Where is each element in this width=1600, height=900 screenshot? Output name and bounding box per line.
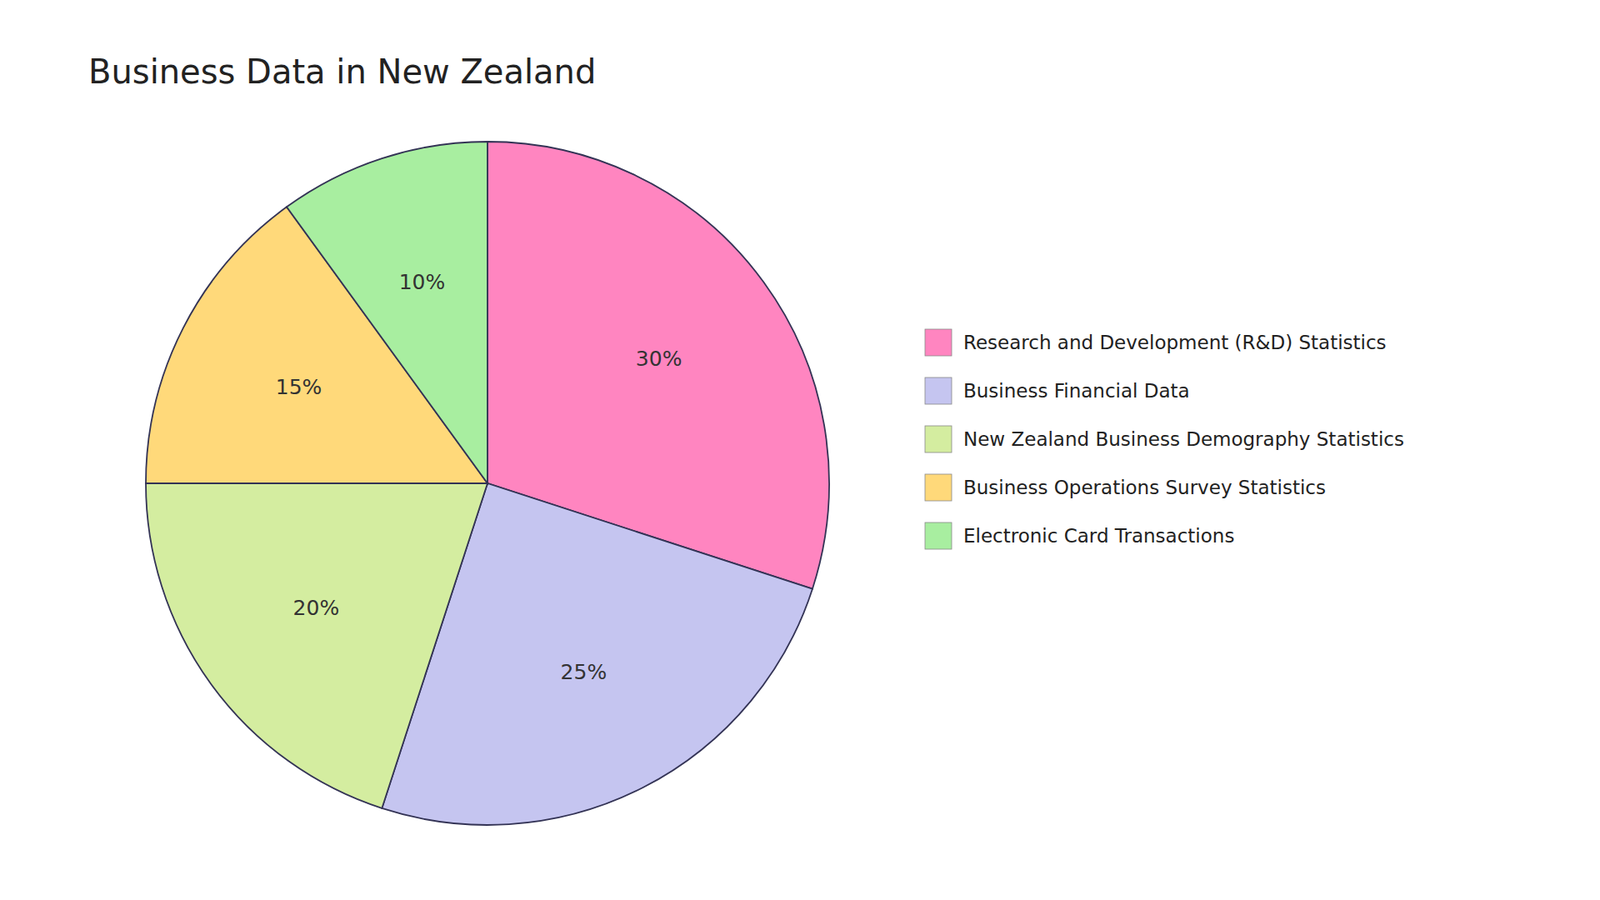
legend-label: Research and Development (R&D) Statistic… <box>963 331 1387 354</box>
legend-item: Electronic Card Transactions <box>925 522 1235 550</box>
data-labels: 30% 25% 20% 15% 10% <box>275 270 683 685</box>
data-label: 10% <box>399 270 446 295</box>
title: Business Data in New Zealand <box>88 52 596 91</box>
data-label: 25% <box>560 660 608 685</box>
legend: Research and Development (R&D) Statistic… <box>925 329 1405 550</box>
pie-slice <box>145 483 488 809</box>
legend-swatch <box>925 329 952 356</box>
legend-swatch <box>925 474 952 501</box>
chart: Business Data in New Zealand 30% 25% 20% 15%… <box>0 0 1600 900</box>
data-label: 30% <box>635 346 683 371</box>
legend-label: Electronic Card Transactions <box>963 525 1235 547</box>
legend-label: Business Financial Data <box>963 380 1190 402</box>
data-label: 20% <box>293 595 340 620</box>
legend-label: New Zealand Business Demography Statisti… <box>963 428 1405 450</box>
legend-item: Business Financial Data <box>925 377 1190 405</box>
legend-swatch <box>925 522 952 550</box>
legend-item: Business Operations Survey Statistics <box>925 474 1326 501</box>
legend-swatch <box>925 425 952 453</box>
pie <box>145 141 830 825</box>
legend-label: Business Operations Survey Statistics <box>963 476 1326 499</box>
legend-item: Research and Development (R&D) Statistic… <box>925 329 1387 356</box>
pie-slice <box>286 141 488 484</box>
data-label: 15% <box>275 375 323 400</box>
legend-swatch <box>925 377 952 405</box>
legend-item: New Zealand Business Demography Statisti… <box>925 425 1405 453</box>
